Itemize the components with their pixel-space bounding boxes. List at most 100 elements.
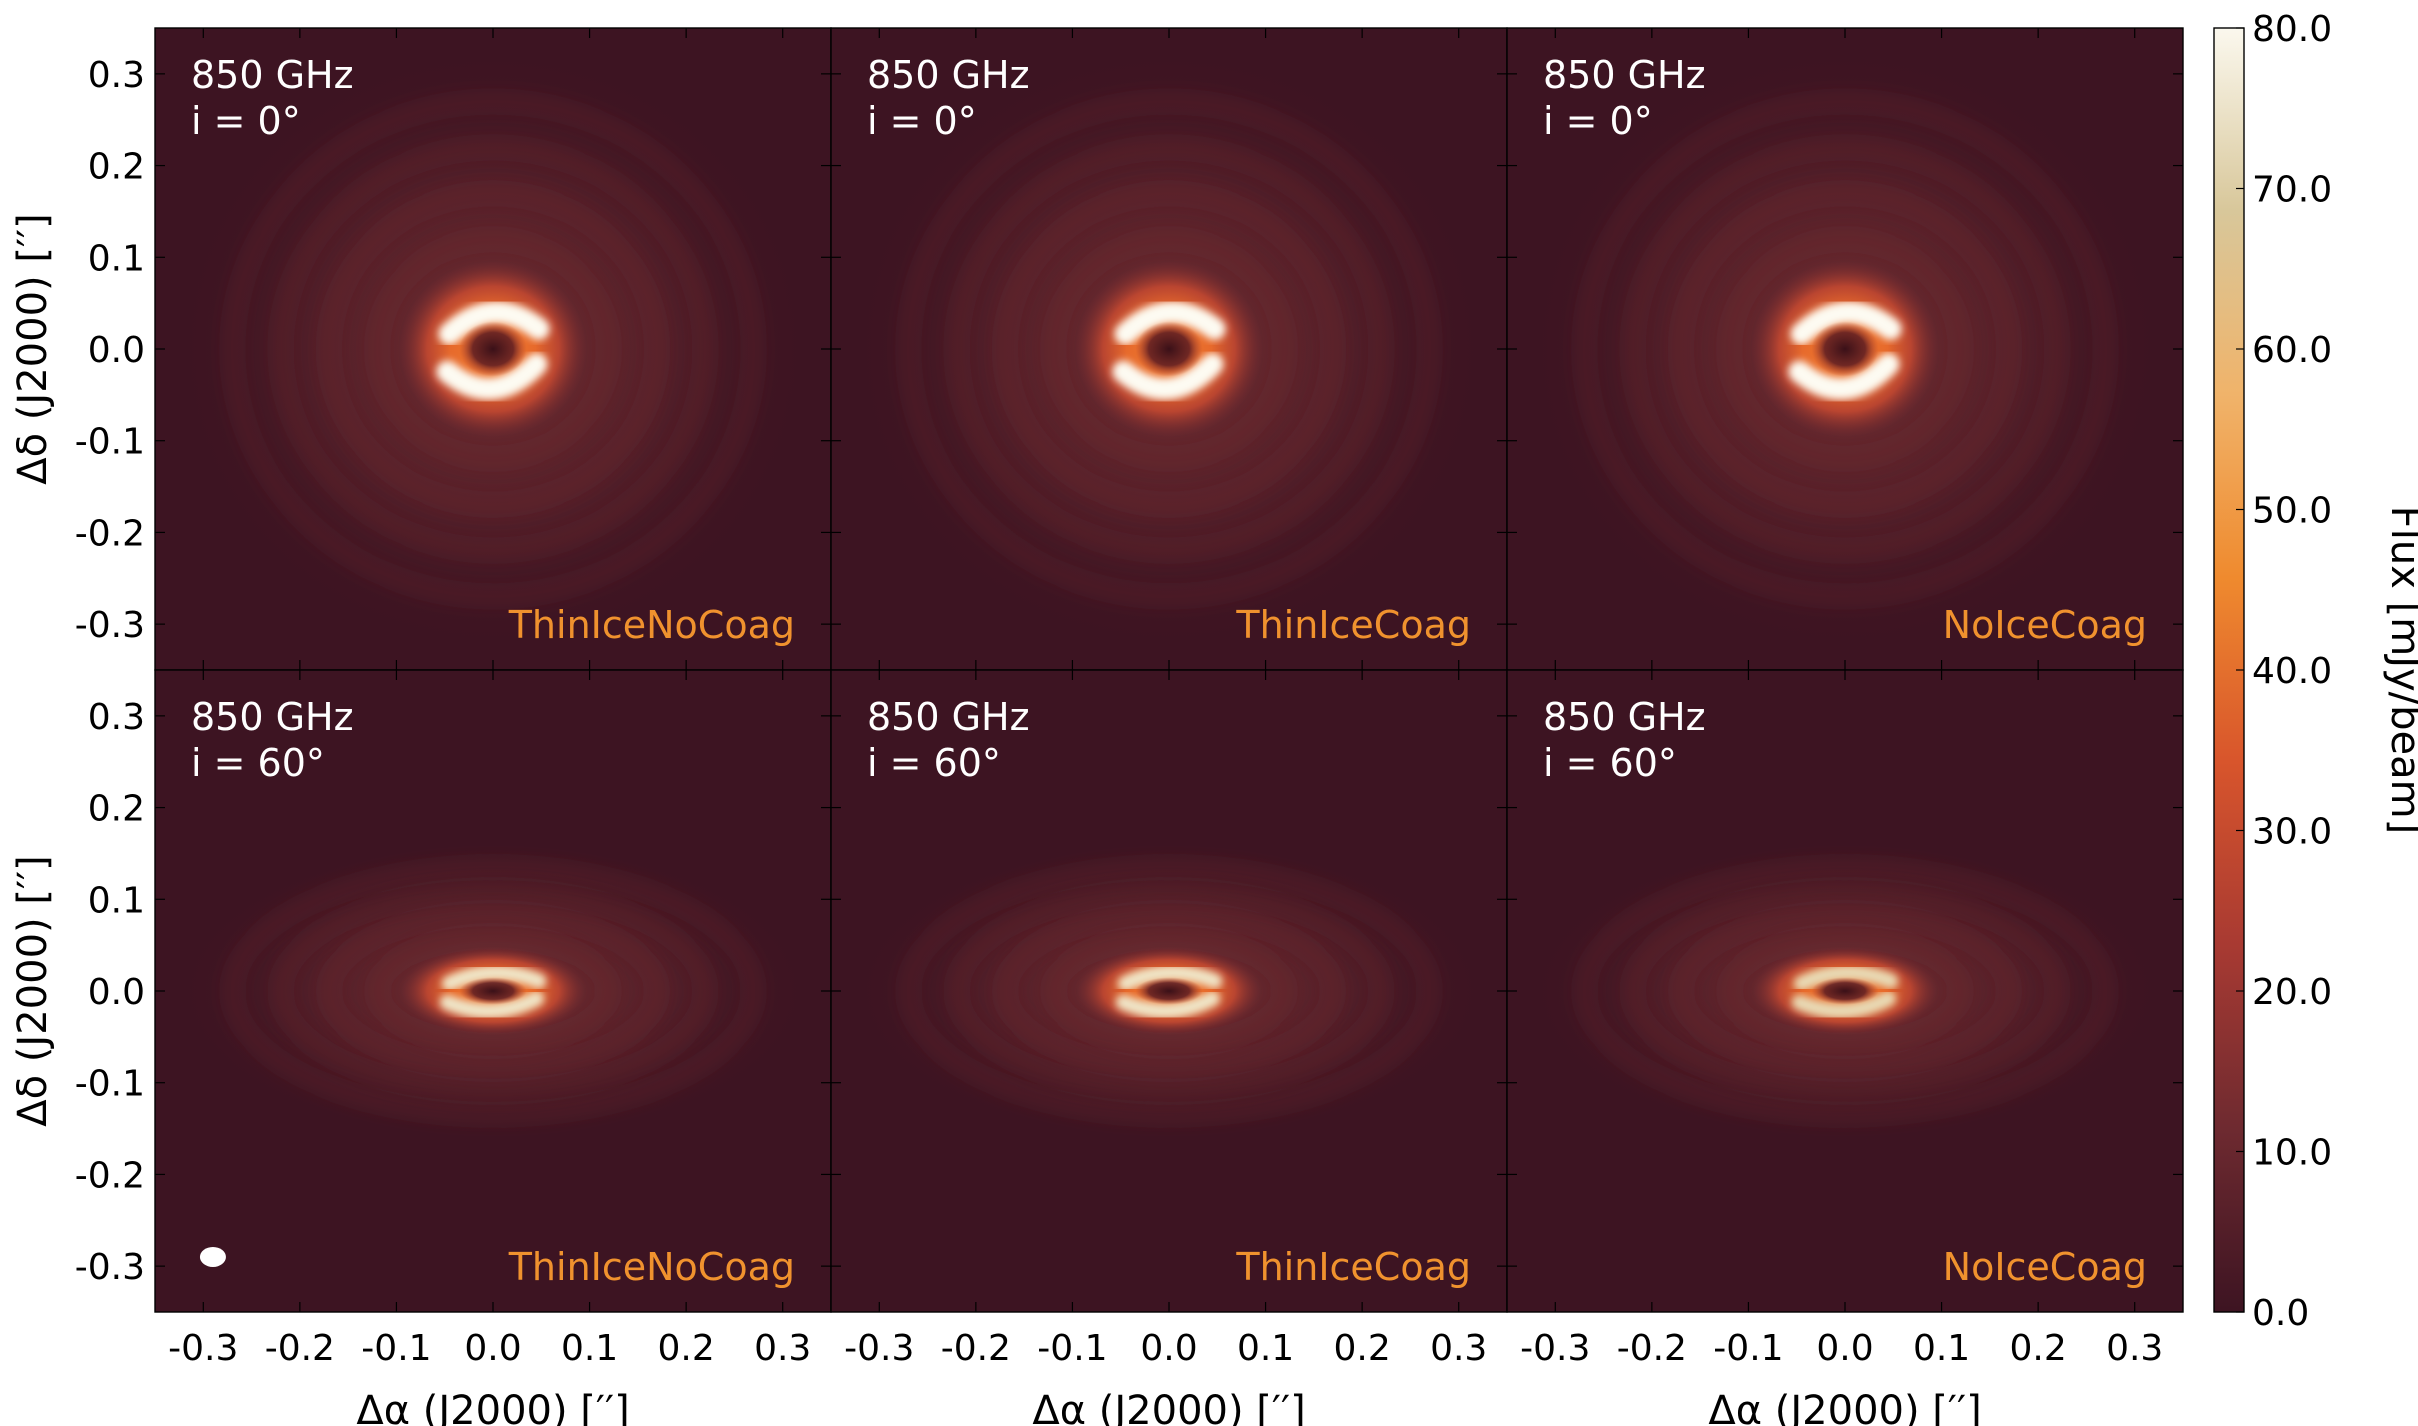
model-label: ThinIceNoCoag (508, 603, 795, 647)
colorbar: 0.0 10.0 20.0 30.0 40.0 50.0 60.0 70.0 80.0 Flux … (2213, 9, 2418, 1334)
x-tick-label: -0.1 (361, 1328, 431, 1369)
y-tick-label: -0.3 (75, 1247, 145, 1288)
faint-ring (1675, 188, 2015, 510)
x-tick-label: -0.2 (941, 1328, 1011, 1369)
y-tick-label: 0.0 (88, 330, 145, 371)
y-tick-label: 0.3 (88, 697, 145, 738)
inclination-label: i = 60° (1543, 741, 1677, 785)
x-tick-label: -0.1 (1037, 1328, 1107, 1369)
faint-ring (1724, 930, 1966, 1052)
y-tick-label: -0.2 (75, 513, 145, 554)
colorbar-tick-label: 40.0 (2252, 651, 2332, 692)
x-tick-label: -0.3 (168, 1328, 238, 1369)
faint-ring (275, 885, 711, 1097)
bright-arc (436, 353, 548, 400)
emission-map (174, 46, 812, 652)
bright-arc (1114, 301, 1226, 345)
colorbar-label: Flux [mJy/beam] (2382, 506, 2418, 834)
central-cavity (1135, 977, 1203, 1005)
faint-ring (951, 142, 1387, 556)
x-tick-label: -0.2 (1617, 1328, 1687, 1369)
model-label: ThinIceNoCoag (508, 1245, 795, 1289)
x-tick-label: 0.0 (1140, 1328, 1197, 1369)
central-cavity (1811, 321, 1879, 377)
y-tick-label: -0.3 (75, 605, 145, 646)
y-tick-label: -0.1 (75, 1064, 145, 1105)
x-tick-label: 0.2 (2010, 1328, 2067, 1369)
faint-ring (372, 930, 614, 1052)
x-tick-label: 0.2 (1334, 1328, 1391, 1369)
inclination-label: i = 0° (1543, 99, 1653, 143)
faint-ring (1627, 885, 2063, 1097)
colorbar-tick-label: 60.0 (2252, 330, 2332, 371)
faint-ring (227, 862, 759, 1120)
y-tick-label: 0.2 (88, 789, 145, 830)
model-label: ThinIceCoag (1235, 1245, 1471, 1289)
frequency-label: 850 GHz (867, 695, 1030, 739)
y-tick-label: 0.1 (88, 238, 145, 279)
bright-arc (1791, 990, 1897, 1019)
faint-ring (1724, 233, 1966, 465)
inclination-label: i = 60° (867, 741, 1001, 785)
x-tick-label: 0.3 (2106, 1328, 2163, 1369)
x-axis-label: Δα (J2000) [′′] (356, 1388, 629, 1426)
frequency-label: 850 GHz (867, 53, 1030, 97)
bright-arc (439, 990, 545, 1019)
central-cavity (1135, 321, 1203, 377)
x-tick-label: -0.2 (265, 1328, 335, 1369)
y-tick-label: 0.2 (88, 147, 145, 188)
beam-marker (199, 1246, 226, 1267)
frequency-label: 850 GHz (191, 53, 354, 97)
colorbar-tick-label: 20.0 (2252, 972, 2332, 1013)
faint-ring (1627, 142, 2063, 556)
model-label: NoIceCoag (1943, 1245, 2147, 1289)
colorbar-tick-label: 10.0 (2252, 1133, 2332, 1174)
frequency-label: 850 GHz (191, 695, 354, 739)
frequency-label: 850 GHz (1543, 53, 1706, 97)
colorbar-tick-label: 0.0 (2252, 1293, 2309, 1334)
x-tick-label: 0.1 (1913, 1328, 1970, 1369)
x-tick-label: 0.0 (1816, 1328, 1873, 1369)
frequency-label: 850 GHz (1543, 695, 1706, 739)
faint-ring (903, 862, 1435, 1120)
bright-arc (1115, 990, 1221, 1019)
faint-ring (1579, 862, 2111, 1120)
colorbar-tick-label: 30.0 (2252, 812, 2332, 853)
colorbar-tick-label: 50.0 (2252, 491, 2332, 532)
faint-ring (227, 96, 759, 602)
faint-ring (999, 908, 1339, 1074)
faint-ring (323, 188, 663, 510)
model-label: ThinIceCoag (1235, 603, 1471, 647)
inclination-label: i = 0° (867, 99, 977, 143)
emission-map (850, 46, 1488, 652)
x-axis-label: Δα (J2000) [′′] (1708, 1388, 1981, 1426)
x-tick-label: 0.1 (561, 1328, 618, 1369)
x-tick-label: -0.1 (1713, 1328, 1783, 1369)
faint-ring (1048, 930, 1290, 1052)
faint-ring (1579, 96, 2111, 602)
x-tick-label: -0.3 (1520, 1328, 1590, 1369)
x-axis-label: Δα (J2000) [′′] (1032, 1388, 1305, 1426)
model-label: NoIceCoag (1943, 603, 2147, 647)
faint-ring (323, 908, 663, 1074)
bright-arc (1790, 301, 1902, 345)
faint-ring (372, 233, 614, 465)
emission-map (850, 839, 1488, 1143)
x-tick-label: -0.3 (844, 1328, 914, 1369)
y-axis-label: Δδ (J2000) [′′] (10, 855, 56, 1126)
x-tick-label: 0.0 (464, 1328, 521, 1369)
emission-map (1526, 46, 2164, 652)
faint-ring (1675, 908, 2015, 1074)
faint-ring (903, 96, 1435, 602)
central-cavity (459, 321, 527, 377)
faint-ring (999, 188, 1339, 510)
colorbar-tick-label: 80.0 (2252, 9, 2332, 50)
bright-arc (1117, 965, 1223, 992)
